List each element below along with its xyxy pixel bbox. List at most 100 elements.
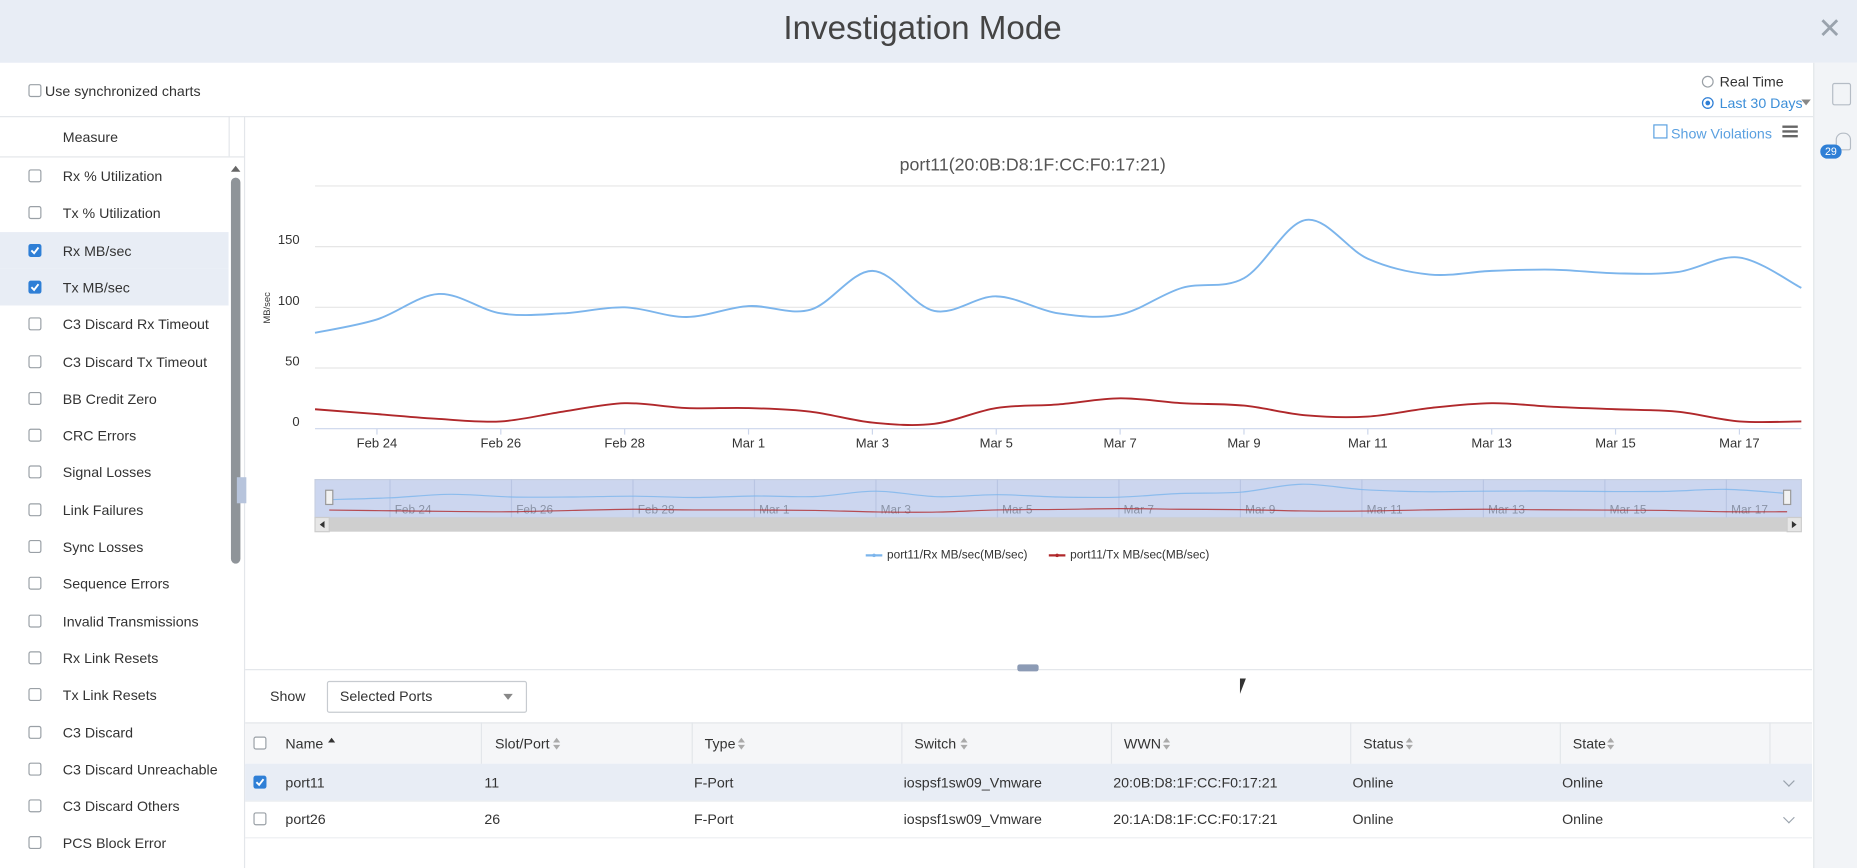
measure-checkbox[interactable] [28,428,42,442]
list-icon[interactable] [1832,82,1852,106]
column-divider [1350,722,1352,764]
column-header[interactable]: Slot/Port [495,735,550,752]
table-cell: iospsf1sw09_Vmware [903,811,1042,828]
measure-label: Tx MB/sec [62,279,130,296]
cursor [1239,678,1246,694]
navigator-label: Feb 26 [516,503,553,517]
bell-icon[interactable] [1835,132,1852,151]
measure-label: Tx % Utilization [62,205,161,222]
table-cell: 20:0B:D8:1F:CC:F0:17:21 [1113,774,1278,792]
x-tick-label: Mar 13 [1471,436,1512,451]
sync-label: Use synchronized charts [45,82,201,100]
navigator-label: Mar 7 [1124,503,1154,517]
window-title: Investigation Mode [783,9,1062,47]
measure-checkbox[interactable] [28,465,42,479]
sort-up [1405,737,1413,743]
last-30-radio[interactable] [1701,97,1714,109]
measure-label: C3 Discard [62,724,134,741]
measure-checkbox[interactable] [28,725,42,739]
sort-up [553,737,561,743]
measure-checkbox[interactable] [28,317,42,331]
sort-up [960,737,968,743]
table-cell: port11 [285,774,325,792]
sort-down [1405,744,1413,750]
measure-checkbox[interactable] [28,169,42,183]
row-checkbox[interactable] [253,775,267,789]
dropdown-arrow [1801,99,1811,106]
measure-checkbox[interactable] [28,836,42,850]
sort-up [1607,737,1615,743]
external-icon [1653,124,1668,139]
port-filter[interactable] [326,680,528,713]
sync-checkbox[interactable] [28,84,42,98]
measure-checkbox[interactable] [28,651,42,665]
measure-label: C3 Discard Tx Timeout [62,353,208,371]
table-cell: 20:1A:D8:1F:CC:F0:17:21 [1113,811,1278,828]
chart-title: port11(20:0B:D8:1F:CC:F0:17:21) [900,154,1166,174]
y-tick-label: 0 [292,414,299,429]
measure-label: Signal Losses [62,464,152,482]
column-divider [1110,722,1113,764]
x-tick-label: Feb 26 [481,436,522,451]
column-header[interactable]: WWN [1123,735,1162,752]
measure-checkbox[interactable] [28,502,42,516]
close-button[interactable]: ✕ [1817,13,1842,45]
table-cell: Online [1352,774,1394,792]
table-cell: Online [1562,774,1604,792]
column-divider [1769,722,1771,764]
table-header [245,722,1812,767]
splitter-handle[interactable] [1017,664,1039,672]
last-30-label[interactable]: Last 30 Days [1719,94,1803,112]
column-divider [901,722,903,764]
column-divider [1559,722,1561,764]
right-sidebar [1813,62,1857,868]
column-header[interactable]: Switch [914,735,957,752]
measure-checkbox[interactable] [28,614,42,628]
measure-checkbox[interactable] [28,539,42,554]
y-axis-label: MB/sec [262,292,273,324]
x-tick-label: Mar 7 [1103,436,1136,451]
measure-label: C3 Discard Others [62,798,180,815]
column-header[interactable]: Name [285,735,324,752]
navigator-label: Mar 15 [1610,503,1647,517]
select-all-checkbox[interactable] [253,736,267,750]
legend-label: port11/Tx MB/sec(MB/sec) [1070,548,1209,562]
measure-checkbox[interactable] [28,688,42,702]
measure-label: Sequence Errors [62,575,170,593]
row-checkbox[interactable] [253,812,267,826]
measure-checkbox[interactable] [28,354,42,368]
measure-checkbox[interactable] [28,280,42,294]
table-cell: port26 [285,811,326,828]
scrollbar[interactable] [230,177,241,564]
measure-checkbox[interactable] [28,762,42,776]
x-tick-label: Mar 3 [856,436,889,451]
y-tick-label: 50 [285,353,299,368]
show-violations[interactable]: Show Violations [1671,125,1772,143]
y-tick-label: 150 [278,232,300,247]
sort-down [553,744,561,750]
column-header[interactable]: State [1572,735,1606,752]
measure-checkbox[interactable] [28,577,42,591]
measure-label: Rx Link Resets [62,649,159,667]
column-header[interactable]: Type [704,735,736,752]
x-tick-label: Feb 28 [604,436,645,451]
chart-menu[interactable] [1782,125,1798,128]
navigator-label: Mar 17 [1731,503,1768,517]
measure-label: Sync Losses [62,538,144,556]
scroll-up[interactable] [230,165,241,172]
measure-checkbox[interactable] [28,799,42,813]
y-tick-label: 100 [278,293,300,308]
column-header[interactable]: Status [1363,735,1404,752]
measure-label: Link Failures [62,501,144,519]
panel-collapse[interactable] [236,477,247,504]
measure-checkbox[interactable] [28,243,42,257]
series-line [314,397,1802,426]
header-bar [0,0,1857,63]
measure-checkbox[interactable] [28,391,42,405]
sort-down [1607,744,1615,750]
sort-up [1162,737,1171,743]
real-time-radio[interactable] [1701,75,1714,88]
measure-checkbox[interactable] [28,206,42,220]
series-line [314,218,1802,334]
